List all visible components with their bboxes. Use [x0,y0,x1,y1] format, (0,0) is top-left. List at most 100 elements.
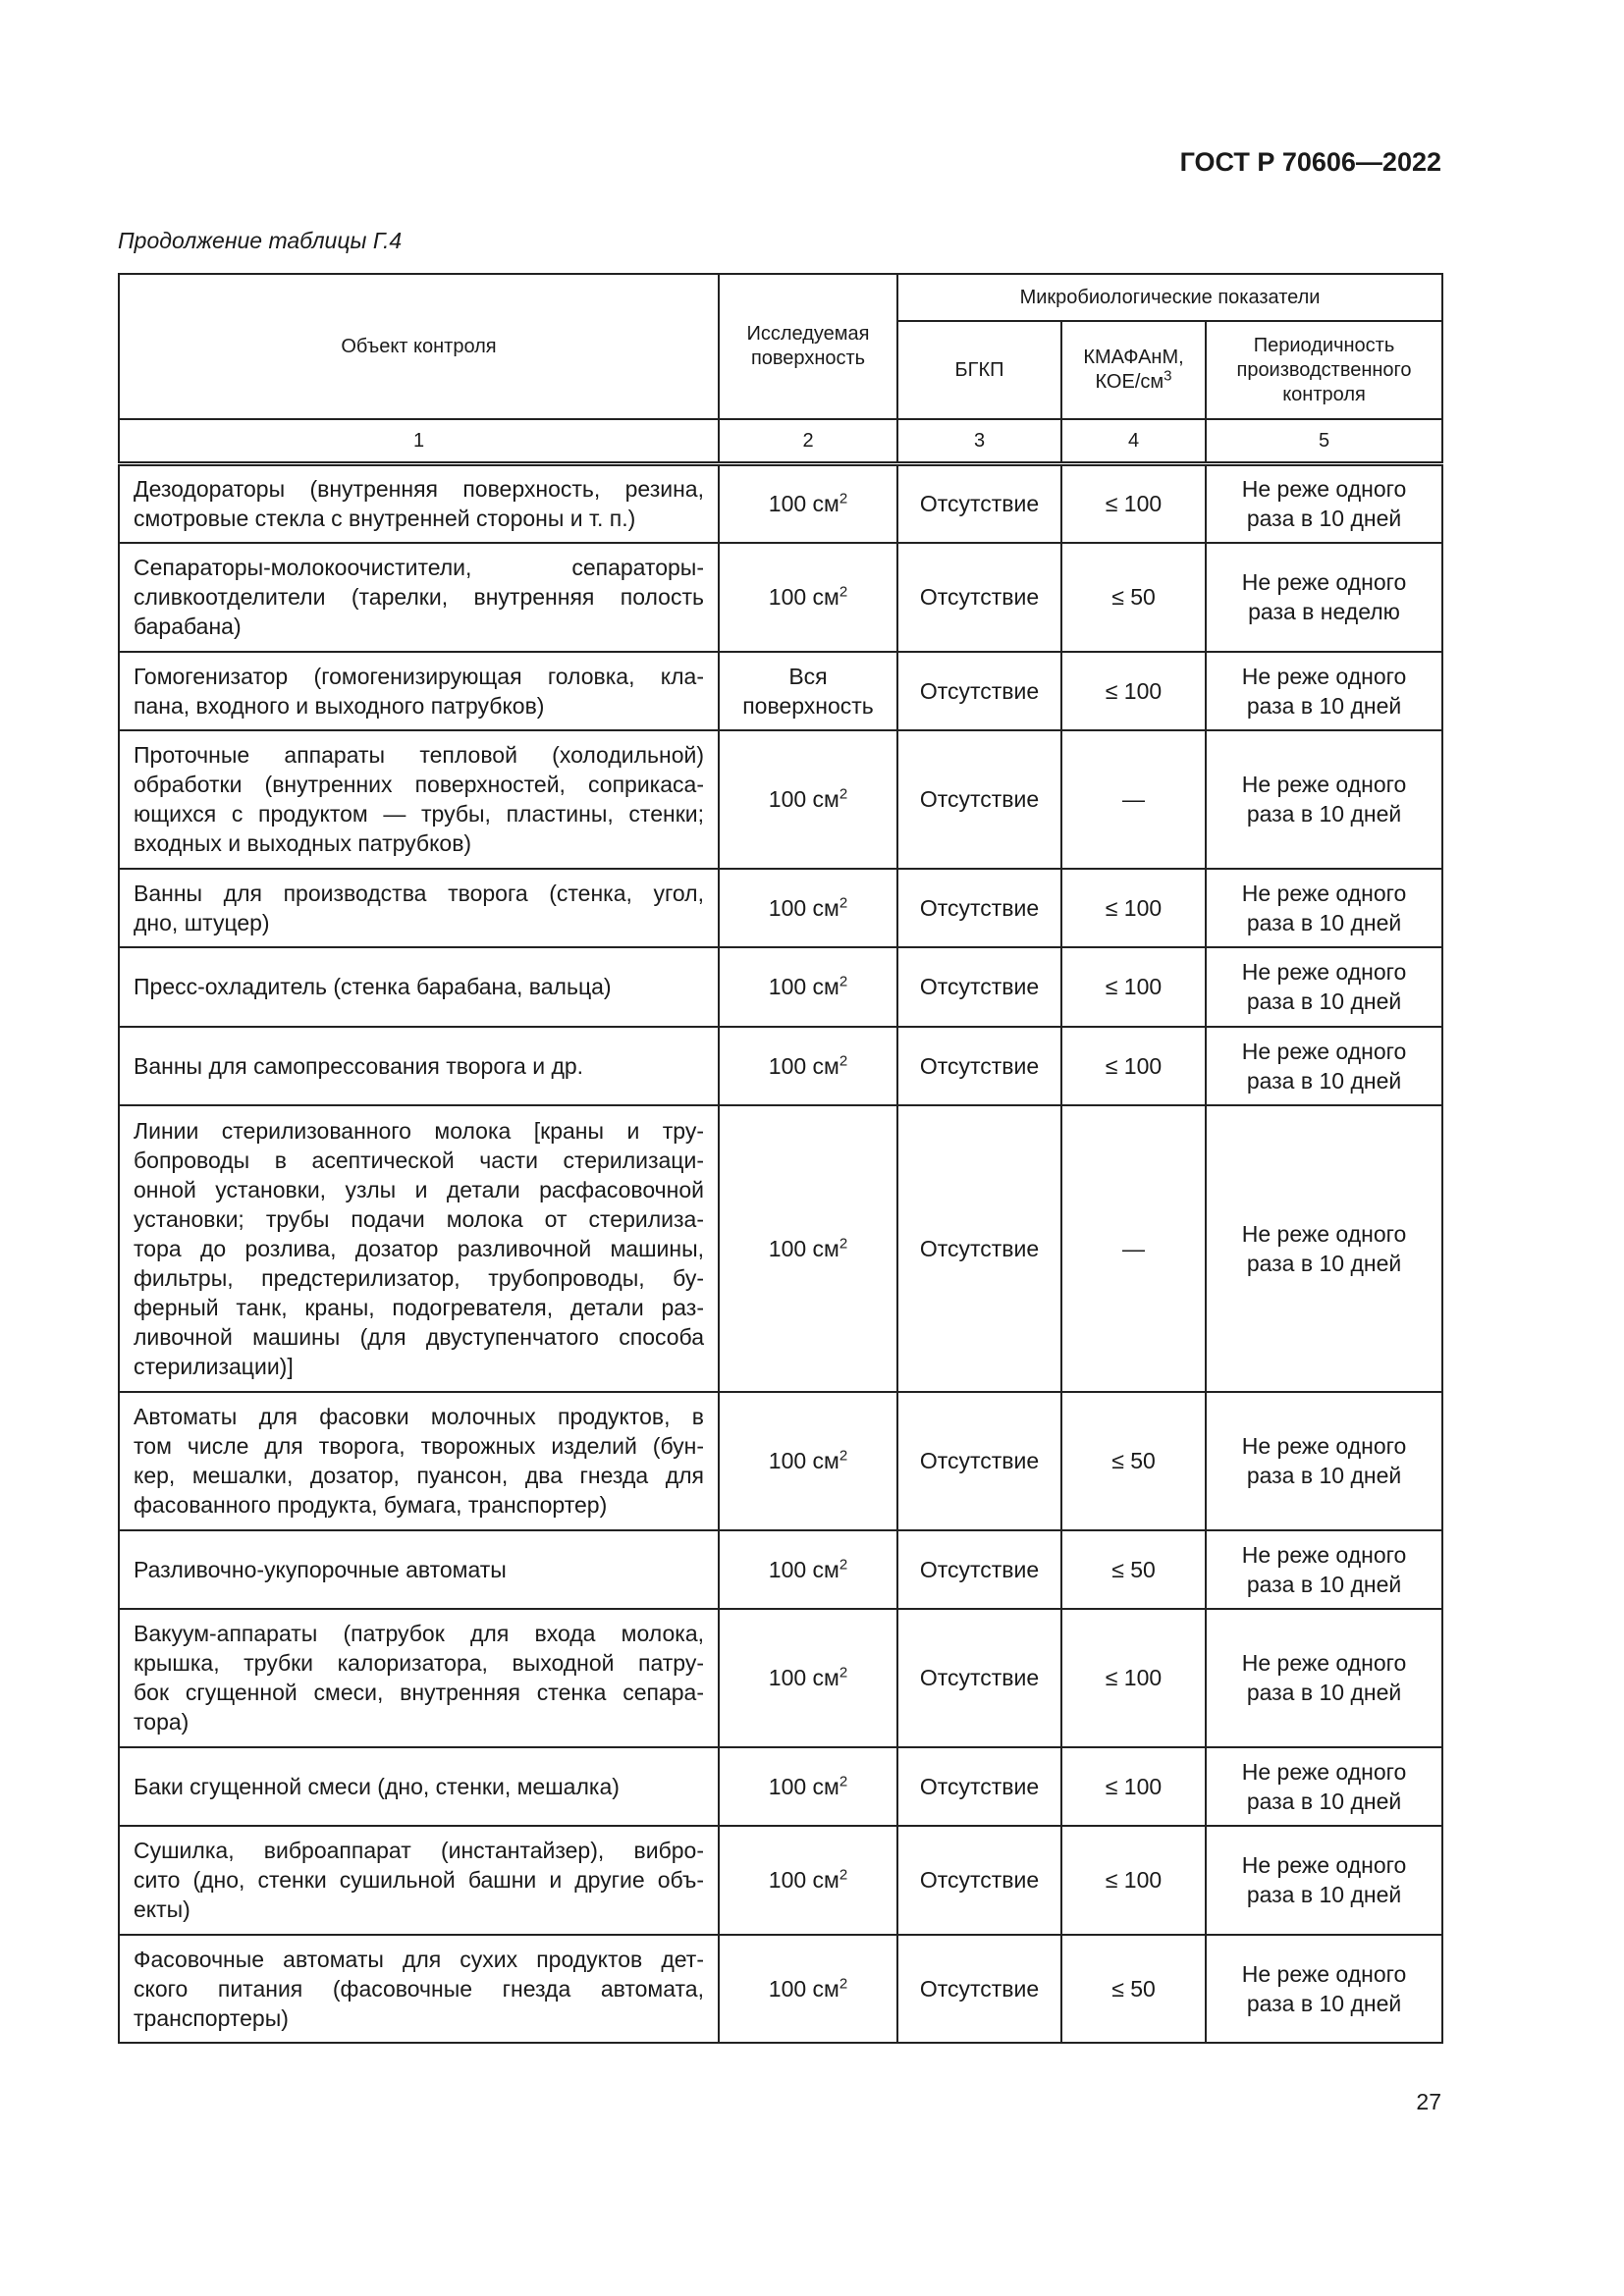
object-cell: Сушилка, виброаппарат (инстантайзер), ви… [118,1824,720,1936]
kmafanm-cell: ≤ 100 [1060,1025,1207,1106]
bgkp-cell: Отсутствие [896,1745,1062,1827]
period-cell: Не реже одного раза в неделю [1204,541,1444,653]
table-row: Дезодораторы (внутренняя поверхность, ре… [118,462,1444,544]
object-cell: Баки сгущенной смеси (дно, стенки, мешал… [118,1745,720,1827]
object-cell: Разливочно-укупорочные автоматы [118,1528,720,1610]
document-id: ГОСТ Р 70606—2022 [1179,147,1441,177]
header-bgkp: БГКП [896,320,1062,420]
bgkp-cell: Отсутствие [896,1607,1062,1748]
surface-cell: 100 см2 [718,867,898,948]
bgkp-cell: Отсутствие [896,1103,1062,1393]
kmafanm-cell: ≤ 50 [1060,1390,1207,1531]
surface-cell: 100 см2 [718,541,898,653]
col-num: 4 [1060,418,1207,466]
surface-cell: 100 см2 [718,1390,898,1531]
kmafanm-cell: ≤ 100 [1060,1607,1207,1748]
table-caption: Продолжение таблицы Г.4 [118,228,403,253]
kmafanm-cell: ≤ 50 [1060,1528,1207,1610]
period-cell: Не реже одного раза в 10 дней [1204,1528,1444,1610]
table-row: Пресс-охладитель (стенка барабана, вальц… [118,945,1444,1028]
header-period: Периодичность производственного контроля [1204,320,1444,420]
period-cell: Не реже одного раза в 10 дней [1204,945,1444,1028]
table-row: Гомогенизатор (гомогенизирующая головка,… [118,650,1444,731]
table-row: Разливочно-укупорочные автоматы 100 см2 От… [118,1528,1444,1610]
kmafanm-cell: ≤ 50 [1060,1933,1207,2044]
surface-cell: 100 см2 [718,1103,898,1393]
surface-cell: Вся поверхность [718,650,898,731]
period-cell: Не реже одного раза в 10 дней [1204,1824,1444,1936]
surface-cell: 100 см2 [718,1824,898,1936]
table-row: Ванны для самопрессования творога и др. 1… [118,1025,1444,1106]
col-num: 1 [118,418,720,466]
period-cell: Не реже одного раза в 10 дней [1204,650,1444,731]
bgkp-cell: Отсутствие [896,541,1062,653]
object-cell: Пресс-охладитель (стенка барабана, вальц… [118,945,720,1028]
bgkp-cell: Отсутствие [896,728,1062,870]
surface-cell: 100 см2 [718,1607,898,1748]
bgkp-cell: Отсутствие [896,867,1062,948]
page-number: 27 [1416,2089,1441,2114]
surface-cell: 100 см2 [718,462,898,544]
period-cell: Не реже одного раза в 10 дней [1204,728,1444,870]
header-micro: Микробиологические показатели [895,273,1444,322]
kmafanm-cell: ≤ 100 [1060,1745,1207,1827]
period-cell: Не реже одного раза в 10 дней [1204,867,1444,948]
surface-cell: 100 см2 [718,728,898,870]
surface-cell: 100 см2 [718,1745,898,1827]
kmafanm-cell: ≤ 100 [1060,1824,1207,1936]
period-cell: Не реже одного раза в 10 дней [1204,1745,1444,1827]
period-cell: Не реже одного раза в 10 дней [1204,1103,1444,1393]
object-cell: Автоматы для фасовки молочных продуктов,… [118,1390,720,1531]
object-cell: Гомогенизатор (гомогенизирующая головка,… [118,650,720,731]
kmafanm-cell: — [1060,1103,1207,1393]
table-row: Ванны для производства творога (стенка, … [118,867,1444,948]
bgkp-cell: Отсутствие [896,1390,1062,1531]
object-cell: Дезодораторы (внутренняя поверхность, ре… [118,462,720,544]
table-row: Сепараторы-молокоочистители, сепараторы-… [118,541,1444,653]
table-row: Баки сгущенной смеси (дно, стенки, мешал… [118,1745,1444,1827]
bgkp-cell: Отсутствие [896,1824,1062,1936]
kmafanm-cell: ≤ 50 [1060,541,1207,653]
object-cell: Вакуум-аппараты (патрубок для входа моло… [118,1607,720,1748]
col-num: 3 [896,418,1062,466]
kmafanm-cell: ≤ 100 [1060,650,1207,731]
period-cell: Не реже одного раза в 10 дней [1204,1933,1444,2044]
object-cell: Ванны для самопрессования творога и др. [118,1025,720,1106]
header-object: Объект контроля [118,273,720,420]
bgkp-cell: Отсутствие [896,1025,1062,1106]
period-cell: Не реже одного раза в 10 дней [1204,1390,1444,1531]
surface-cell: 100 см2 [718,945,898,1028]
col-num: 2 [718,418,898,466]
period-cell: Не реже одного раза в 10 дней [1204,1025,1444,1106]
object-cell: Ванны для производства творога (стенка, … [118,867,720,948]
table-row: Вакуум-аппараты (патрубок для входа моло… [118,1607,1444,1748]
bgkp-cell: Отсутствие [896,1528,1062,1610]
table-row: Линии стерилизованного молока [краны и т… [118,1103,1444,1393]
column-numbers-row: 1 2 3 4 5 [118,418,1444,466]
table-row: Автоматы для фасовки молочных продуктов,… [118,1390,1444,1531]
control-table: Объект контроля Исследуемая поверхность … [118,273,1444,2044]
object-cell: Проточные аппараты тепловой (холодильной… [118,728,720,870]
period-cell: Не реже одного раза в 10 дней [1204,1607,1444,1748]
table-row: Проточные аппараты тепловой (холодильной… [118,728,1444,870]
kmafanm-cell: ≤ 100 [1060,462,1207,544]
table-row: Сушилка, виброаппарат (инстантайзер), ви… [118,1824,1444,1936]
surface-cell: 100 см2 [718,1528,898,1610]
bgkp-cell: Отсутствие [896,1933,1062,2044]
object-cell: Сепараторы-молокоочистители, сепараторы-… [118,541,720,653]
object-cell: Фасовочные автоматы для сухих продуктов … [118,1933,720,2044]
period-cell: Не реже одного раза в 10 дней [1204,462,1444,544]
object-cell: Линии стерилизованного молока [краны и т… [118,1103,720,1393]
bgkp-cell: Отсутствие [896,945,1062,1028]
kmafanm-cell: ≤ 100 [1060,867,1207,948]
bgkp-cell: Отсутствие [896,462,1062,544]
header-kmafanm: КМАФАнМ, КОЕ/см3 [1060,320,1207,420]
col-num: 5 [1204,418,1444,466]
surface-cell: 100 см2 [718,1933,898,2044]
kmafanm-cell: ≤ 100 [1060,945,1207,1028]
bgkp-cell: Отсутствие [896,650,1062,731]
table-row: Фасовочные автоматы для сухих продуктов … [118,1933,1444,2044]
surface-cell: 100 см2 [718,1025,898,1106]
header-surface: Исследуемая поверхность [718,273,898,420]
kmafanm-cell: — [1060,728,1207,870]
